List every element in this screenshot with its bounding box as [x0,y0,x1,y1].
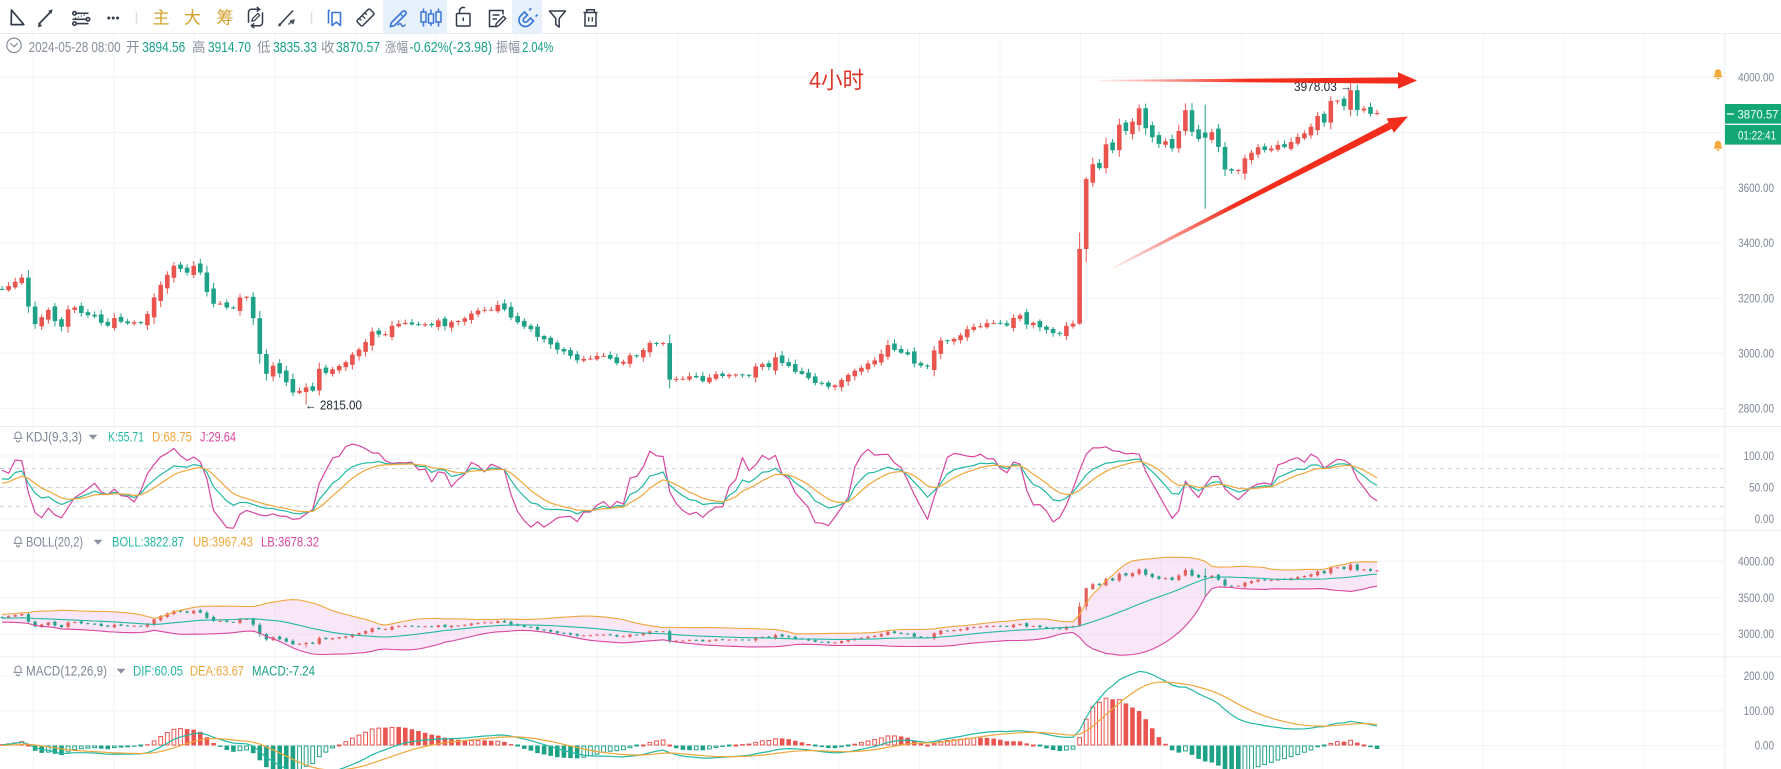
svg-text:LB:3678.32: LB:3678.32 [261,535,319,550]
svg-text:收: 收 [321,40,335,55]
svg-text:0.00: 0.00 [1755,741,1774,753]
svg-text:DIF:60.05: DIF:60.05 [133,664,183,679]
svg-text:4小时: 4小时 [809,67,864,93]
svg-text:4000.00: 4000.00 [1738,72,1774,84]
svg-text:3914.70: 3914.70 [208,39,251,56]
svg-text:2.04%: 2.04% [522,39,553,56]
svg-text:3894.56: 3894.56 [142,39,185,56]
svg-text:MACD:-7.24: MACD:-7.24 [252,664,315,679]
svg-text:J:29.64: J:29.64 [200,430,236,445]
svg-text:2800.00: 2800.00 [1738,404,1774,416]
svg-text:3500.00: 3500.00 [1738,593,1774,605]
svg-text:100.00: 100.00 [1744,451,1774,463]
svg-text:K:55.71: K:55.71 [108,430,144,445]
svg-text:4000.00: 4000.00 [1738,556,1774,568]
svg-text:← 2815.00: ← 2815.00 [305,399,362,413]
svg-text:50.00: 50.00 [1749,483,1774,495]
svg-text:3978.03 →: 3978.03 → [1294,80,1352,94]
svg-text:筹: 筹 [217,9,234,28]
svg-text:3870.57: 3870.57 [336,39,380,56]
svg-text:DEA:63.67: DEA:63.67 [190,664,244,679]
svg-text:100.00: 100.00 [1744,706,1774,718]
svg-text:振幅: 振幅 [496,40,520,55]
svg-text:KDJ(9,3,3): KDJ(9,3,3) [26,430,82,445]
svg-text:3200.00: 3200.00 [1738,293,1774,305]
svg-text:高: 高 [192,39,206,55]
svg-text:MACD(12,26,9): MACD(12,26,9) [26,664,107,679]
svg-text:大: 大 [184,9,201,28]
svg-text:-0.62%(-23.98): -0.62%(-23.98) [410,39,493,56]
svg-text:BOLL(20,2): BOLL(20,2) [26,535,83,550]
svg-text:01:22:41: 01:22:41 [1738,128,1776,142]
svg-text:涨幅: 涨幅 [385,40,408,55]
svg-text:UB:3967.43: UB:3967.43 [193,535,253,550]
svg-text:3000.00: 3000.00 [1738,629,1774,641]
svg-text:低: 低 [257,40,271,55]
svg-text:200.00: 200.00 [1744,671,1774,683]
svg-text:3400.00: 3400.00 [1738,238,1774,250]
svg-text:D:68.75: D:68.75 [152,430,192,445]
svg-text:3000.00: 3000.00 [1738,349,1774,361]
svg-text:2024-05-28 08:00: 2024-05-28 08:00 [29,39,121,56]
svg-text:主: 主 [153,9,170,28]
svg-text:3870.57: 3870.57 [1738,107,1779,121]
svg-text:开: 开 [126,40,140,55]
svg-text:0.00: 0.00 [1755,514,1774,526]
svg-text:3600.00: 3600.00 [1738,183,1774,195]
svg-text:3835.33: 3835.33 [273,39,317,56]
svg-text:BOLL:3822.87: BOLL:3822.87 [112,535,184,550]
